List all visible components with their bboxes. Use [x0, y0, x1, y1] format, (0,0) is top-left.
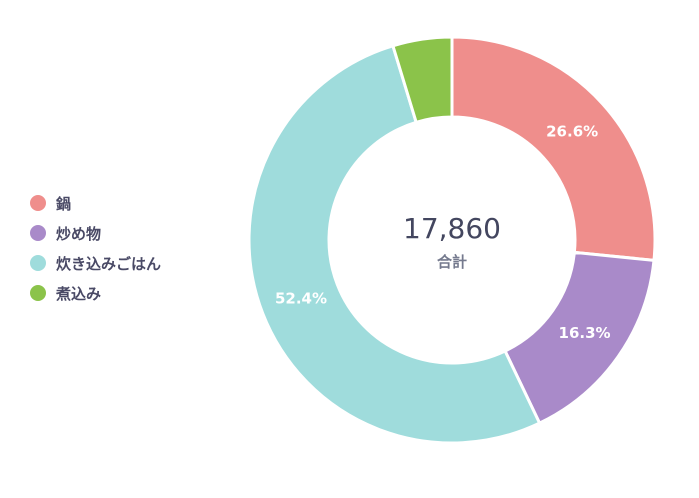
legend-swatch [30, 285, 46, 301]
slice-nikomi[interactable] [391, 35, 454, 125]
legend-swatch [30, 195, 46, 211]
slice-percent-label: 16.3% [559, 324, 611, 342]
legend-item-itamemono[interactable]: 炒め物 [30, 218, 161, 248]
slice-percent-label: 52.4% [275, 290, 327, 308]
legend-label: 炊き込みごはん [56, 254, 162, 273]
legend-label: 鍋 [56, 194, 72, 213]
legend-item-nikomi[interactable]: 煮込み [30, 278, 161, 308]
slice-nabe[interactable] [450, 35, 657, 263]
legend-item-takikomi-gohan[interactable]: 炊き込みごはん [30, 248, 161, 278]
legend-item-nabe[interactable]: 鍋 [30, 188, 161, 218]
donut-slices [247, 35, 657, 445]
slice-takikomi-gohan[interactable] [247, 43, 542, 445]
slice-labels: 26.6% 16.3% 52.4% [275, 122, 611, 342]
chart-legend: 鍋 炒め物 炊き込みごはん 煮込み [30, 188, 161, 308]
slice-percent-label: 26.6% [546, 122, 598, 140]
total-value: 17,860 [403, 212, 501, 245]
total-label: 合計 [436, 253, 467, 271]
legend-label: 煮込み [56, 284, 102, 303]
legend-swatch [30, 225, 46, 241]
legend-swatch [30, 255, 46, 271]
legend-label: 炒め物 [56, 224, 102, 243]
